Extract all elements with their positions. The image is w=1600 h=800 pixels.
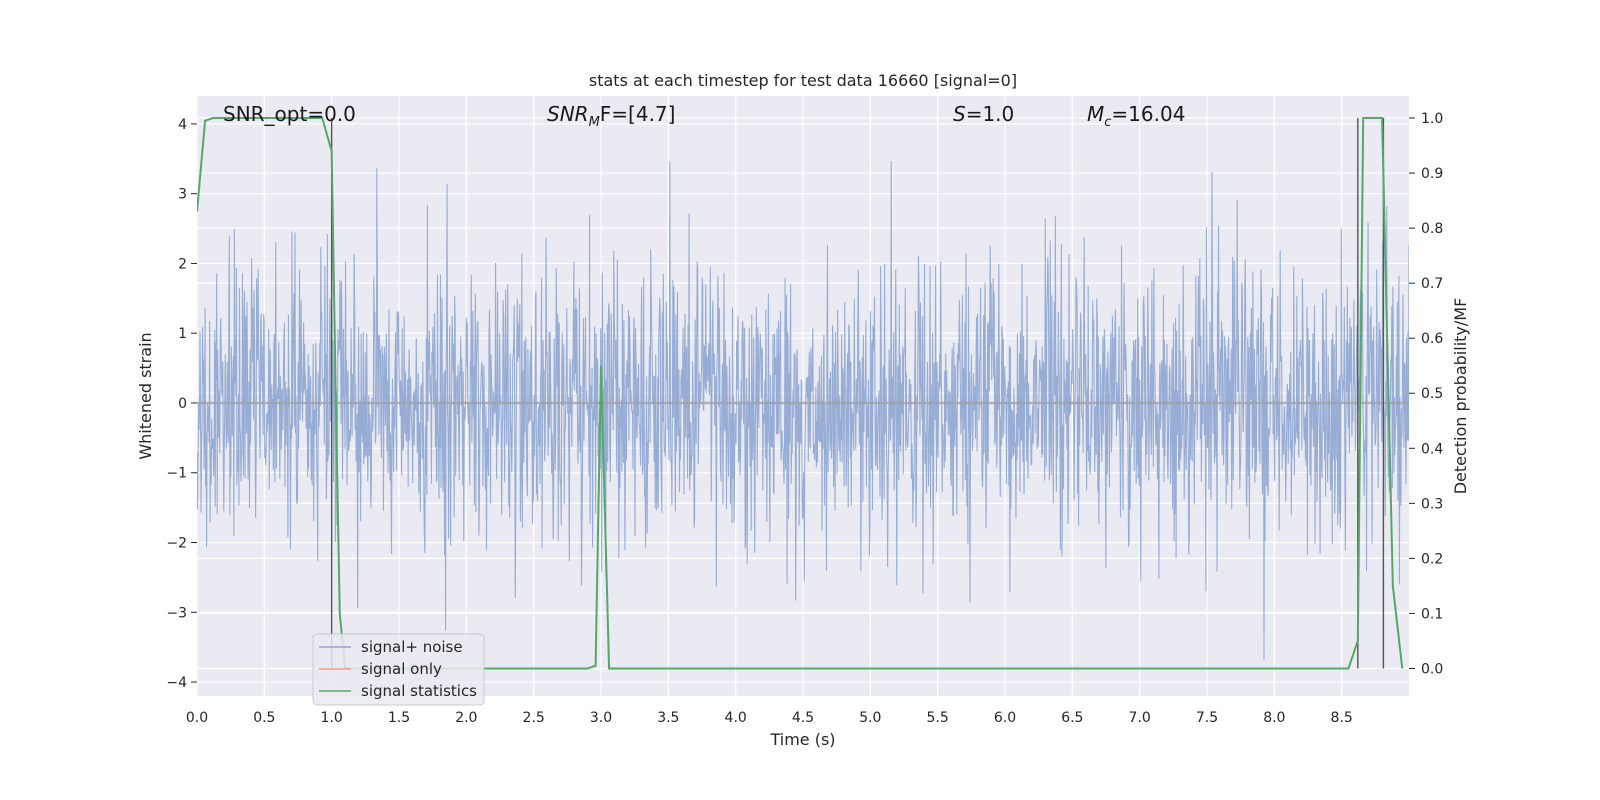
legend-label-noise: signal+ noise: [361, 638, 463, 656]
y2-tick-label: 0.5: [1421, 386, 1443, 402]
y-tick-label: −1: [166, 466, 187, 482]
snr-mf-sub: M: [589, 115, 600, 130]
y2-axis-label: Detection probability/MF: [1451, 298, 1470, 495]
snr-mf-base: SNR: [547, 102, 589, 126]
x-tick-label: 0.5: [253, 710, 275, 726]
signal-noise-series: [197, 161, 1409, 661]
x-tick-label: 7.0: [1129, 710, 1151, 726]
y2-tick-label: 0.9: [1421, 166, 1443, 182]
y-tick-label: 4: [178, 117, 187, 133]
legend-label-signal: signal only: [361, 660, 442, 678]
x-tick-label: 1.0: [321, 710, 343, 726]
y2-tick-label: 0.0: [1421, 661, 1443, 677]
x-tick-label: 3.5: [657, 710, 679, 726]
y-axis-label: Whitened strain: [136, 332, 155, 459]
y2-tick-label: 0.8: [1421, 221, 1443, 237]
y-tick-label: −3: [166, 605, 187, 621]
x-tick-label: 1.5: [388, 710, 410, 726]
x-tick-label: 8.5: [1331, 710, 1353, 726]
legend: signal+ noise signal only signal statist…: [312, 633, 485, 706]
y2-tick-label: 0.4: [1421, 441, 1443, 457]
y-tick-label: −2: [166, 536, 187, 552]
x-tick-label: 2.5: [523, 710, 545, 726]
s-italic: S: [953, 102, 966, 126]
x-tick-label: 4.0: [725, 710, 747, 726]
x-axis-ticks: 0.0 0.5 1.0 1.5 2.0 2.5 3.0 3.5 4.0 4.5 5.0 5.5 6.0 6…: [186, 710, 1353, 726]
x-tick-label: 5.5: [927, 710, 949, 726]
x-tick-label: 3.0: [590, 710, 612, 726]
y-axis-ticks: 4 3 2 1 0 −1 −2 −3 −4: [166, 117, 197, 691]
annotation-s: S=1.0: [953, 102, 1014, 126]
y-tick-label: −4: [166, 675, 187, 691]
y-tick-label: 1: [178, 326, 187, 342]
mc-sub: c: [1104, 115, 1111, 130]
x-tick-label: 2.0: [455, 710, 477, 726]
signal-statistics-series: [197, 117, 1404, 670]
noise-line: [197, 161, 1409, 661]
y2-tick-label: 0.2: [1421, 551, 1443, 567]
signal-statistics-line: [197, 117, 1404, 670]
y2-tick-label: 0.1: [1421, 606, 1443, 622]
chart-title: stats at each timestep for test data 166…: [589, 71, 1017, 90]
x-tick-label: 5.0: [859, 710, 881, 726]
y-tick-label: 0: [178, 396, 187, 412]
legend-box: [312, 633, 485, 706]
y2-tick-label: 1.0: [1421, 111, 1443, 127]
annotation-mc: Mc=16.04: [1087, 102, 1185, 130]
y2-axis-ticks: 1.0 0.9 0.8 0.7 0.6 0.5 0.4 0.3 0.2 0.1 0.0: [1409, 111, 1443, 677]
snr-mf-rest: F=[4.7]: [600, 102, 676, 126]
legend-label-stats: signal statistics: [361, 682, 477, 700]
annotation-snr-opt: SNR_opt=0.0: [223, 102, 356, 126]
y-tick-label: 3: [178, 187, 187, 203]
mc-base: M: [1087, 102, 1104, 126]
x-tick-label: 7.5: [1196, 710, 1218, 726]
annotation-snr-mf: SNRMF=[4.7]: [547, 102, 675, 130]
x-tick-label: 6.5: [1061, 710, 1083, 726]
x-tick-label: 8.0: [1263, 710, 1285, 726]
y2-tick-label: 0.6: [1421, 331, 1443, 347]
s-rest: =1.0: [966, 102, 1015, 126]
x-tick-label: 6.0: [994, 710, 1016, 726]
y2-tick-label: 0.3: [1421, 496, 1443, 512]
mc-rest: =16.04: [1111, 102, 1185, 126]
x-tick-label: 4.5: [792, 710, 814, 726]
y2-tick-label: 0.7: [1421, 276, 1443, 292]
x-tick-label: 0.0: [186, 710, 208, 726]
x-axis-label: Time (s): [769, 730, 835, 749]
y-tick-label: 2: [178, 256, 187, 272]
